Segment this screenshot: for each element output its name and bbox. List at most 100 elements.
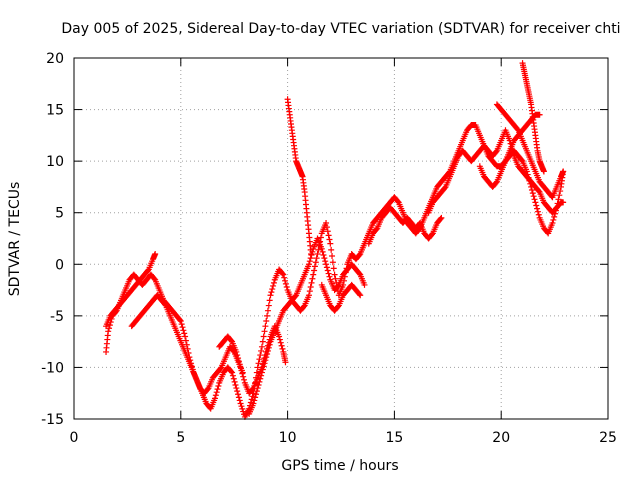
data-point xyxy=(329,253,336,260)
data-point xyxy=(265,302,272,309)
data-point xyxy=(262,357,269,364)
y-tick-label: 20 xyxy=(46,51,64,67)
y-tick-label: 10 xyxy=(46,154,64,170)
x-tick-label: 0 xyxy=(70,430,79,446)
data-point xyxy=(233,348,240,355)
data-point xyxy=(328,246,335,253)
data-point xyxy=(276,333,283,340)
data-point xyxy=(255,381,262,388)
data-point xyxy=(231,378,238,385)
data-point xyxy=(256,378,263,385)
data-point xyxy=(300,303,307,310)
data-point xyxy=(315,246,322,253)
data-point xyxy=(152,250,159,257)
data-point xyxy=(229,372,236,379)
data-point xyxy=(535,211,542,218)
data-point xyxy=(257,375,264,382)
chart-title: Day 005 of 2025, Sidereal Day-to-day VTE… xyxy=(61,21,620,37)
data-point xyxy=(235,394,242,401)
data-point xyxy=(326,273,333,280)
data-point xyxy=(258,369,265,376)
y-tick-label: 15 xyxy=(46,103,64,119)
data-point xyxy=(330,265,337,272)
data-point xyxy=(240,373,247,380)
data-point xyxy=(181,330,188,337)
data-point xyxy=(310,271,317,278)
data-point xyxy=(238,367,245,374)
data-point xyxy=(213,389,220,396)
x-tick-label: 25 xyxy=(599,430,617,446)
data-point xyxy=(551,213,558,220)
data-point xyxy=(211,395,218,402)
data-point xyxy=(323,261,330,268)
y-tick-label: 5 xyxy=(55,206,64,222)
data-point xyxy=(268,289,275,296)
data-point xyxy=(270,279,277,286)
data-point xyxy=(331,271,338,278)
data-points xyxy=(103,60,567,420)
data-point xyxy=(307,283,314,290)
data-point xyxy=(311,267,318,274)
data-point xyxy=(255,360,262,367)
data-point xyxy=(557,188,564,195)
data-point xyxy=(394,198,401,205)
x-tick-label: 10 xyxy=(279,430,297,446)
data-point xyxy=(212,392,219,399)
data-point xyxy=(278,342,285,349)
data-point xyxy=(356,270,363,277)
data-point xyxy=(260,363,267,370)
data-point xyxy=(260,333,267,340)
y-tick-label: 0 xyxy=(55,257,64,273)
data-point xyxy=(239,370,246,377)
data-point xyxy=(182,337,189,344)
data-point xyxy=(270,282,277,289)
data-point xyxy=(306,288,313,295)
data-point xyxy=(262,323,269,330)
data-point xyxy=(253,388,260,395)
data-point xyxy=(292,293,299,300)
data-point xyxy=(534,208,541,215)
data-point xyxy=(321,255,328,262)
data-point xyxy=(279,270,286,277)
data-point xyxy=(235,355,242,362)
data-point xyxy=(282,280,289,287)
data-point xyxy=(306,258,313,265)
data-point xyxy=(317,234,324,241)
data-point xyxy=(493,179,500,186)
data-point xyxy=(282,359,289,366)
data-point xyxy=(229,369,236,376)
data-point xyxy=(252,394,259,401)
data-point xyxy=(228,337,235,344)
data-point xyxy=(236,397,243,404)
data-point xyxy=(252,391,259,398)
data-point xyxy=(241,376,248,383)
data-point xyxy=(319,248,326,255)
data-point xyxy=(261,360,268,367)
data-point xyxy=(279,345,286,352)
data-point xyxy=(324,267,331,274)
data-point xyxy=(314,250,321,257)
data-point xyxy=(532,199,539,206)
data-point xyxy=(528,187,535,194)
data-point xyxy=(180,327,187,334)
data-point xyxy=(258,347,265,354)
data-point xyxy=(438,214,445,221)
data-point xyxy=(215,382,222,389)
data-point xyxy=(312,259,319,266)
data-point xyxy=(550,216,557,223)
data-point xyxy=(536,111,543,118)
data-point xyxy=(357,292,364,299)
data-point xyxy=(322,258,329,265)
y-tick-label: -10 xyxy=(41,360,64,376)
data-point xyxy=(325,232,332,239)
y-axis-label: SDTVAR / TECUs xyxy=(7,182,23,297)
x-tick-label: 5 xyxy=(176,430,185,446)
data-point xyxy=(261,328,268,335)
data-point xyxy=(263,318,270,325)
data-point xyxy=(514,126,521,133)
data-point xyxy=(230,375,237,382)
data-point xyxy=(266,341,273,348)
data-point xyxy=(249,386,256,393)
data-point xyxy=(228,368,235,375)
